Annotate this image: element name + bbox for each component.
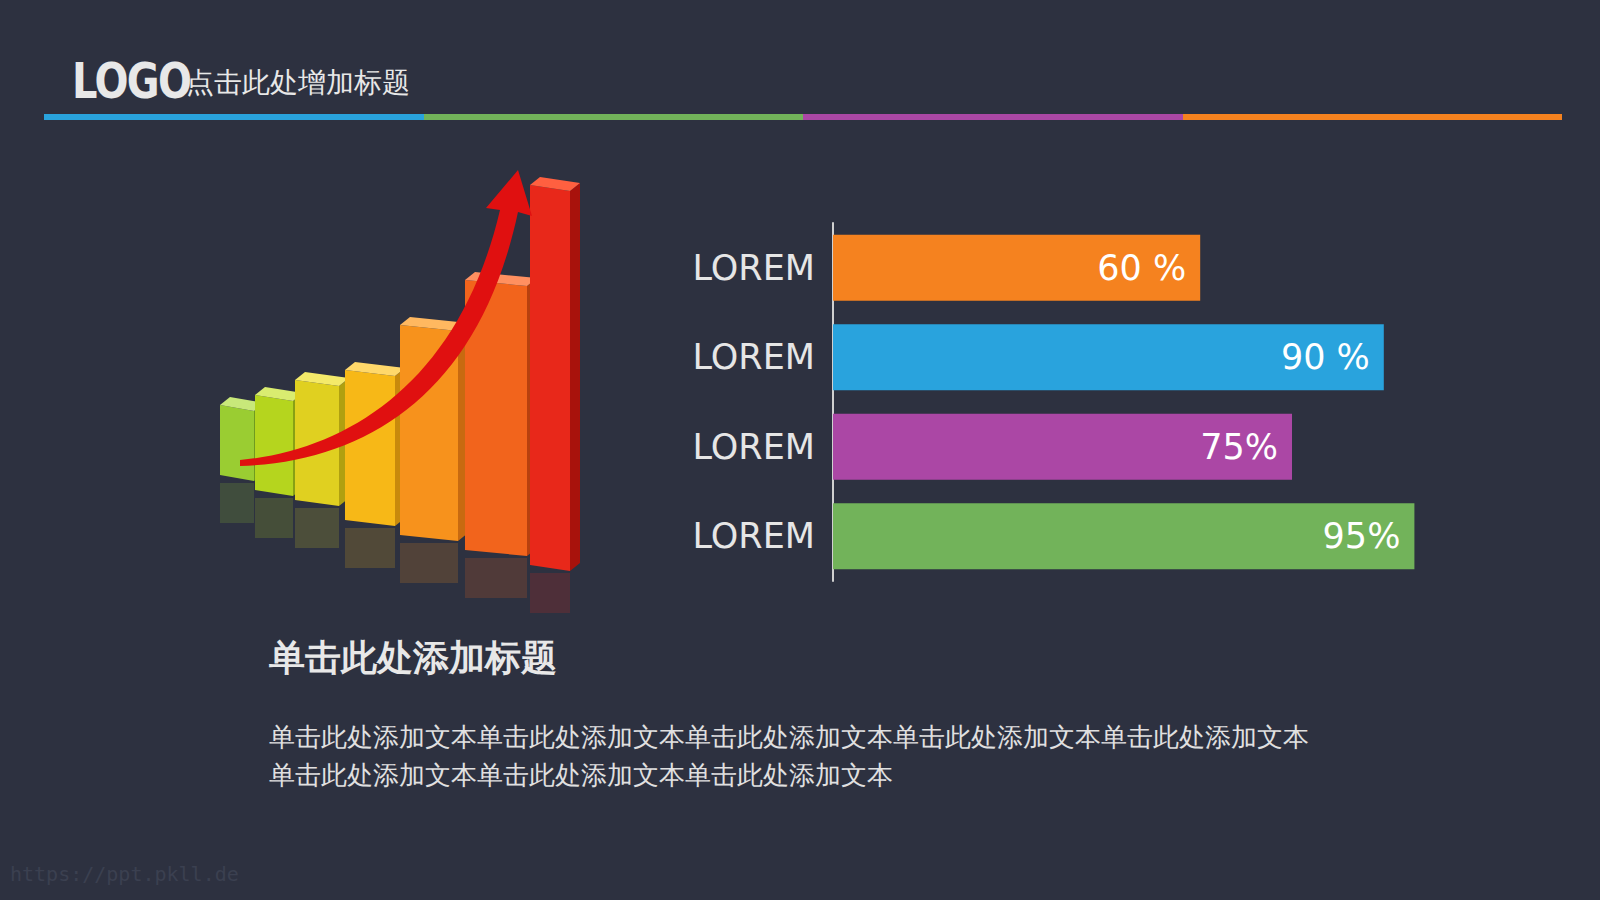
svg-text:LOREM: LOREM bbox=[693, 337, 815, 377]
svg-text:90 %: 90 % bbox=[1281, 337, 1370, 377]
svg-text:60 %: 60 % bbox=[1097, 248, 1186, 288]
svg-text:95%: 95% bbox=[1323, 516, 1401, 556]
svg-text:LOREM: LOREM bbox=[693, 427, 815, 467]
html-text:单击此处添加文本单击此处添加文本单击此处添加文本单击此处添加: 单击此处添加文本单击此处添加文本单击此处添加文本单击此处添加文本单击此处添加文本… bbox=[269, 722, 1309, 790]
svg-text:75%: 75% bbox=[1200, 427, 1278, 467]
html-text:LOGO: LOGO bbox=[72, 52, 191, 110]
html-text:https://ppt.pkll.de: https://ppt.pkll.de bbox=[10, 862, 239, 886]
html-text:点击此处增加标题: 点击此处增加标题 bbox=[186, 66, 410, 99]
svg-text:LOREM: LOREM bbox=[693, 248, 815, 288]
svg-text:LOREM: LOREM bbox=[693, 516, 815, 556]
html-text:单击此处添加标题: 单击此处添加标题 bbox=[269, 637, 557, 678]
